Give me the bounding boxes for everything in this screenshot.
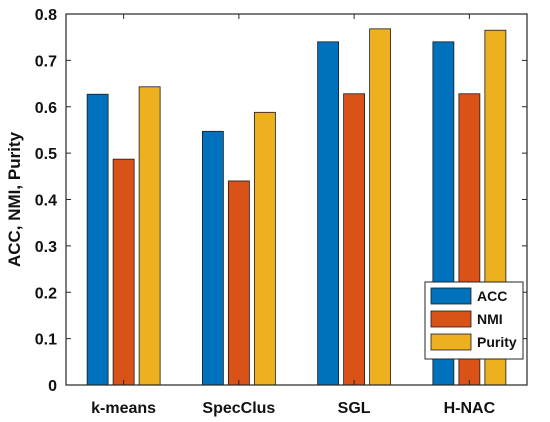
y-tick-label: 0.6	[35, 100, 57, 117]
bars-layer	[86, 28, 507, 386]
ticks-layer: 0 0.1 0.2 0.3 0.4 0.5 0.6 0.7 0.8 k-means SpecClus…	[35, 7, 527, 417]
legend-swatch-acc	[430, 287, 472, 305]
x-tick-label: SGL	[338, 400, 371, 417]
y-tick-label: 0.7	[35, 53, 57, 70]
y-tick-label: 0.5	[35, 146, 57, 163]
legend: ACC NMI Purity	[424, 281, 524, 360]
y-axis-label: ACC, NMI, Purity	[5, 131, 24, 267]
y-tick-label: 0.1	[35, 332, 57, 349]
y-tick-label: 0	[48, 378, 57, 395]
bar-nmi-specclus	[227, 180, 250, 386]
bar-nmi-sgl	[343, 93, 366, 386]
legend-label-acc: ACC	[477, 288, 507, 304]
x-tick-label: SpecClus	[202, 400, 275, 417]
bar-purity-specclus	[253, 111, 276, 386]
y-tick-label: 0.4	[35, 193, 57, 210]
bar-purity-sgl	[369, 28, 392, 386]
bar-acc-k-means	[86, 93, 109, 386]
legend-swatch-purity	[430, 333, 472, 351]
y-tick-label: 0.8	[35, 7, 57, 24]
legend-label-purity: Purity	[477, 334, 517, 350]
legend-label-nmi: NMI	[477, 311, 503, 327]
legend-swatch-nmi	[430, 310, 472, 328]
x-tick-label: H-NAC	[444, 400, 496, 417]
bar-nmi-k-means	[112, 158, 135, 386]
x-tick-label: k-means	[91, 400, 156, 417]
y-tick-label: 0.2	[35, 285, 57, 302]
bar-purity-k-means	[138, 86, 161, 386]
bar-acc-sgl	[317, 41, 340, 386]
y-tick-label: 0.3	[35, 239, 57, 256]
bar-acc-specclus	[201, 130, 224, 386]
